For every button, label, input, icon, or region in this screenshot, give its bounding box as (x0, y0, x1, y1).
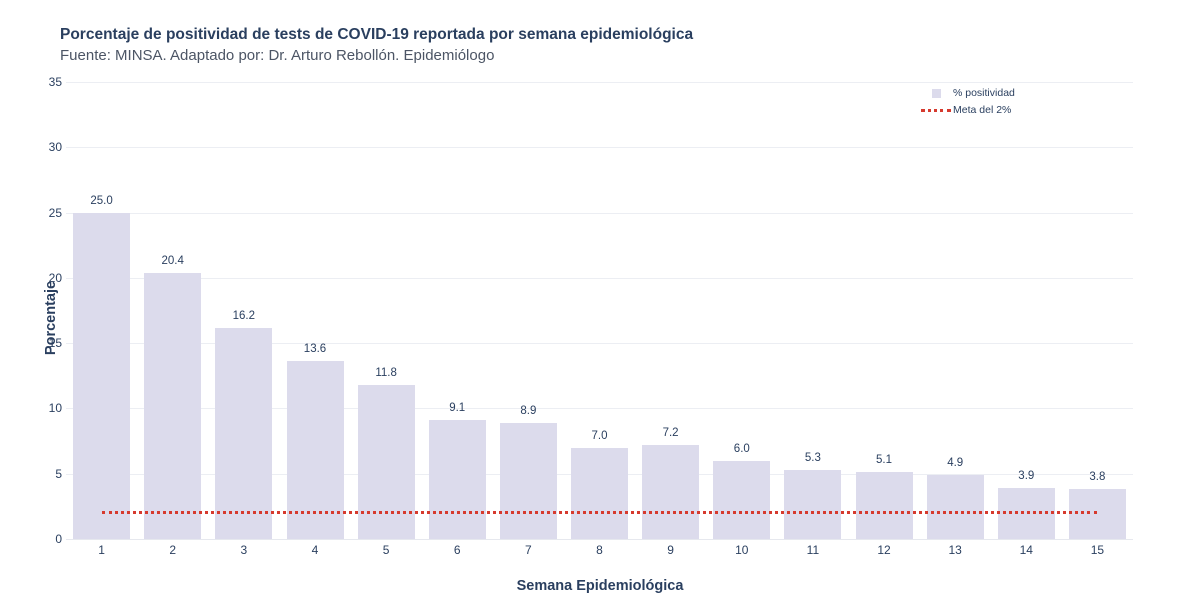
chart-title: Porcentaje de positividad de tests de CO… (60, 26, 694, 43)
bar-value-label: 13.6 (303, 343, 327, 356)
x-tick-label: 4 (311, 543, 319, 557)
legend-item-positividad[interactable]: % positividad (919, 86, 1015, 100)
bar-week-6[interactable] (428, 420, 486, 539)
bar-value-label: 3.8 (1089, 471, 1106, 484)
chart-subtitle: Fuente: MINSA. Adaptado por: Dr. Arturo … (60, 47, 495, 64)
x-tick-label: 1 (98, 543, 105, 557)
bar-week-5[interactable] (357, 384, 415, 539)
y-tick-label: 10 (48, 401, 62, 416)
bar-week-3[interactable] (215, 327, 273, 539)
legend-label-meta: Meta del 2% (953, 104, 1012, 116)
bar-week-9[interactable] (642, 445, 700, 539)
gridline (66, 82, 1133, 83)
bar-week-7[interactable] (499, 422, 557, 539)
y-tick-label: 5 (55, 466, 62, 481)
x-tick-label: 9 (667, 543, 674, 557)
bar-value-label: 5.3 (804, 451, 821, 464)
bar-value-label: 4.9 (947, 457, 964, 469)
x-tick-label: 15 (1090, 543, 1105, 557)
bar-value-label: 7.2 (662, 427, 679, 439)
y-tick-label: 25 (48, 205, 62, 220)
legend-item-meta[interactable]: Meta del 2% (919, 103, 1015, 117)
meta-target-line (101, 510, 1098, 514)
legend-label-positividad: % positividad (953, 87, 1015, 99)
bar-value-label: 6.0 (733, 442, 750, 455)
gridline (66, 343, 1133, 345)
bar-value-label: 7.0 (591, 429, 608, 442)
x-tick-label: 10 (735, 543, 749, 557)
x-tick-label: 5 (382, 543, 390, 557)
bar-value-label: 25.0 (90, 194, 113, 207)
gridline (66, 212, 1133, 214)
y-tick-label: 0 (55, 532, 62, 546)
bar-week-10[interactable] (713, 460, 771, 539)
bar-week-1[interactable] (73, 212, 131, 539)
x-axis-title: Semana Epidemiológica (516, 578, 684, 594)
bar-value-label: 20.4 (161, 254, 184, 267)
x-tick-label: 11 (806, 543, 820, 557)
x-tick-label: 3 (240, 543, 248, 557)
bar-value-label: 11.8 (375, 366, 397, 379)
bar-week-15[interactable] (1068, 489, 1126, 539)
bar-week-4[interactable] (286, 361, 344, 539)
x-tick-label: 13 (948, 543, 962, 557)
bar-value-label: 3.9 (1018, 470, 1035, 483)
legend-icon-slot (919, 108, 953, 112)
y-tick-label: 30 (48, 140, 62, 155)
bar-value-label: 16.2 (232, 309, 255, 322)
y-tick-label: 20 (48, 270, 62, 285)
x-tick-label: 12 (877, 543, 891, 557)
bar-week-11[interactable] (784, 469, 842, 539)
legend-icon-slot (919, 88, 953, 98)
bar-value-label: 8.9 (520, 404, 537, 417)
gridline (66, 408, 1133, 410)
bar-week-8[interactable] (571, 447, 628, 539)
y-tick-label: 35 (48, 75, 62, 89)
bar-value-label: 5.1 (876, 454, 892, 467)
x-tick-label: 6 (453, 543, 461, 557)
x-tick-label: 2 (169, 543, 177, 557)
x-tick-label: 7 (525, 543, 532, 557)
gridline (66, 277, 1133, 279)
dotted-line-icon (921, 108, 951, 112)
x-tick-label: 8 (596, 543, 603, 557)
x-tick-label: 14 (1019, 543, 1033, 557)
bar-week-13[interactable] (926, 475, 984, 539)
bar-week-2[interactable] (144, 272, 202, 539)
legend: % positividad Meta del 2% (919, 86, 1015, 117)
x-axis-line (66, 539, 1133, 540)
y-tick-label: 15 (48, 336, 62, 351)
bar-value-label: 9.1 (449, 402, 466, 415)
bar-week-12[interactable] (855, 472, 913, 539)
bar-swatch-icon (931, 88, 941, 98)
gridline (66, 147, 1133, 149)
